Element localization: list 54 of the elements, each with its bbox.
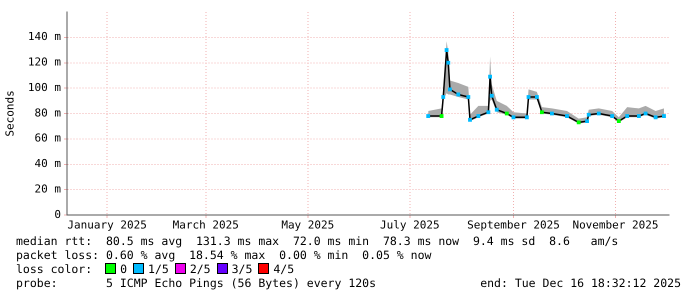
point (540, 110, 544, 114)
point (441, 95, 446, 99)
point (550, 112, 554, 116)
legend-label: 1/5 (148, 262, 169, 276)
point (654, 115, 658, 120)
point (585, 119, 589, 124)
point (444, 48, 449, 52)
legend-label: 3/5 (232, 262, 252, 276)
y-tick-label: 100 m (28, 80, 62, 94)
x-tick-label: November 2025 (572, 218, 659, 232)
point (486, 110, 490, 114)
point (524, 115, 529, 120)
x-tick-label: September 2025 (467, 218, 560, 232)
point (426, 114, 430, 118)
point (468, 118, 472, 122)
legend-label: 4/5 (273, 262, 294, 276)
point (596, 112, 601, 116)
text: end: Tue Dec 16 18:32:12 2025 (480, 276, 681, 290)
point (625, 114, 630, 118)
y-tick-label: 40 m (34, 157, 62, 170)
legend-label: 0 (120, 262, 128, 276)
point (466, 95, 470, 99)
x-tick-label: March 2025 (172, 218, 239, 232)
point (512, 115, 516, 120)
y-tick-label: 60 m (34, 132, 62, 145)
x-tick-label: July 2025 (380, 218, 440, 232)
y-tick-label: 0 (54, 208, 61, 221)
point (504, 112, 509, 116)
point (610, 114, 614, 118)
y-tick-label: 120 m (28, 56, 62, 69)
point (644, 112, 648, 116)
point (616, 119, 621, 124)
point (440, 114, 444, 118)
text: median rtt: 80.5 ms avg 131.3 ms max 72.0 ms min 78.3 ms now 9.4 ms sd 8.6 am/s (16, 234, 618, 248)
point (448, 87, 452, 92)
point (488, 74, 492, 79)
point (565, 114, 569, 118)
text: packet loss: 0.60 % avg 18.54 % max 0.00 % min 0.05 % now (16, 248, 432, 262)
point (534, 95, 539, 99)
legend-label: 2/5 (190, 262, 211, 276)
x-tick-label: January 2025 (67, 218, 147, 232)
x-tick-label: May 2025 (281, 218, 334, 232)
point (636, 114, 641, 118)
point (576, 120, 581, 124)
y-axis-title: Seconds (3, 90, 16, 137)
legend-title: loss color: (16, 262, 94, 276)
point (476, 114, 480, 118)
text: probe: 5 ICMP Echo Pings (56 Bytes) every 120s (16, 276, 376, 290)
y-tick-label: 140 m (28, 30, 62, 44)
y-tick-label: 80 m (34, 106, 62, 120)
point (526, 95, 530, 99)
y-tick-label: 20 m (34, 182, 62, 196)
point (662, 114, 666, 118)
point (456, 92, 460, 96)
